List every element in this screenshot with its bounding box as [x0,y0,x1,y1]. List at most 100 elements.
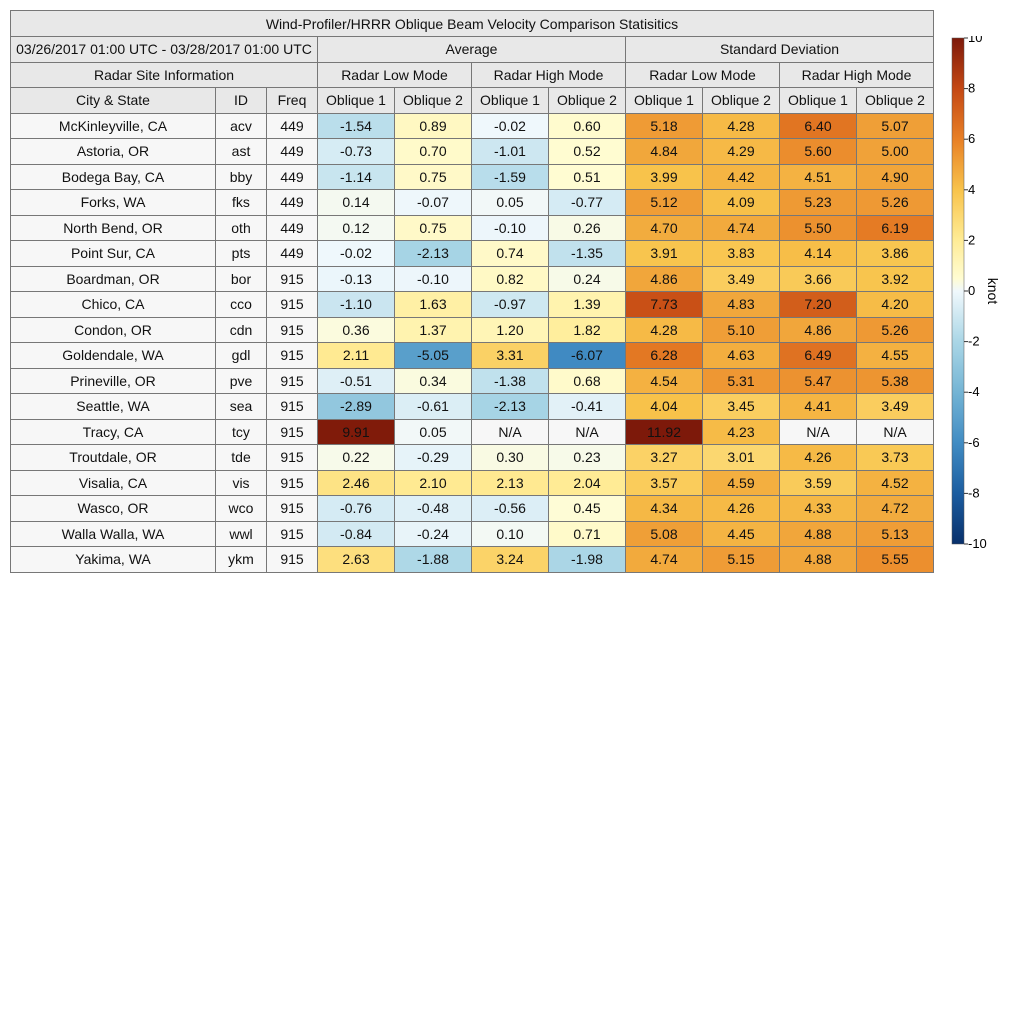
colorbar-tick-label: -4 [968,384,980,399]
statistics-table: Wind-Profiler/HRRR Oblique Beam Velocity… [10,10,934,573]
value-cell: 1.39 [548,291,626,318]
value-cell: 6.49 [779,342,857,369]
value-cell: 4.72 [856,495,934,522]
column-header-freq: Freq [266,87,318,114]
value-cell: 5.12 [625,189,703,216]
value-cell: 6.28 [625,342,703,369]
value-cell: -0.97 [471,291,549,318]
value-cell: 1.82 [548,316,626,343]
value-cell: -1.88 [394,546,472,573]
site-city-cell: Seattle, WA [10,393,216,420]
value-cell: N/A [548,418,626,445]
value-cell: 4.74 [702,214,780,241]
value-cell: -0.02 [471,112,549,139]
site-freq-cell: 915 [266,367,318,394]
colorbar-tick-label: 8 [968,81,975,96]
colorbar: 10 8 6 4 2 0 -2 -4 -6 -8 -10 knot [951,36,1001,551]
value-cell: 4.83 [702,291,780,318]
site-city-cell: McKinleyville, CA [10,112,216,139]
table-row: Forks, WA fks 449 0.14 -0.07 0.05 -0.77 5.12 4.0… [10,189,934,216]
value-cell: 1.63 [394,291,472,318]
site-city-cell: Wasco, OR [10,495,216,522]
value-cell: N/A [856,418,934,445]
table-row: Boardman, OR bor 915 -0.13 -0.10 0.82 0.24 4.86… [10,265,934,292]
mode-header-std-low: Radar Low Mode [625,61,780,88]
column-header-id: ID [215,87,267,114]
site-city-cell: Chico, CA [10,291,216,318]
value-cell: 0.71 [548,520,626,547]
column-header-oblique-2: Oblique 2 [856,87,934,114]
value-cell: -0.10 [394,265,472,292]
value-cell: 3.83 [702,240,780,267]
column-header-oblique-1: Oblique 1 [317,87,395,114]
value-cell: 3.59 [779,469,857,496]
value-cell: 4.88 [779,546,857,573]
value-cell: 11.92 [625,418,703,445]
table-row: McKinleyville, CA acv 449 -1.54 0.89 -0.02 0.6… [10,112,934,139]
mode-header-avg-low: Radar Low Mode [317,61,472,88]
site-city-cell: Condon, OR [10,316,216,343]
value-cell: 4.70 [625,214,703,241]
value-cell: 5.50 [779,214,857,241]
site-id-cell: bby [215,163,267,190]
value-cell: 7.20 [779,291,857,318]
value-cell: 5.10 [702,316,780,343]
value-cell: -2.13 [471,393,549,420]
table-row: Troutdale, OR tde 915 0.22 -0.29 0.30 0.23 3.27… [10,444,934,471]
value-cell: 4.63 [702,342,780,369]
table-row: Point Sur, CA pts 449 -0.02 -2.13 0.74 -1.35 3.… [10,240,934,267]
site-freq-cell: 915 [266,316,318,343]
site-city-cell: Troutdale, OR [10,444,216,471]
site-freq-cell: 449 [266,163,318,190]
value-cell: 4.45 [702,520,780,547]
value-cell: 5.26 [856,189,934,216]
table-row: Visalia, CA vis 915 2.46 2.10 2.13 2.04 3.57 4.5… [10,469,934,496]
value-cell: 5.00 [856,138,934,165]
value-cell: 0.10 [471,520,549,547]
table-row: Condon, OR cdn 915 0.36 1.37 1.20 1.82 4.28 5.10… [10,316,934,343]
site-freq-cell: 915 [266,342,318,369]
value-cell: 4.51 [779,163,857,190]
value-cell: 0.68 [548,367,626,394]
value-cell: 4.29 [702,138,780,165]
value-cell: 5.47 [779,367,857,394]
value-cell: -0.56 [471,495,549,522]
value-cell: 5.18 [625,112,703,139]
site-id-cell: vis [215,469,267,496]
site-id-cell: tde [215,444,267,471]
value-cell: 4.74 [625,546,703,573]
value-cell: 5.08 [625,520,703,547]
value-cell: 4.55 [856,342,934,369]
site-freq-cell: 915 [266,418,318,445]
value-cell: 4.26 [702,495,780,522]
value-cell: 5.26 [856,316,934,343]
value-cell: 3.45 [702,393,780,420]
colorbar-tick-label: 6 [968,131,975,146]
column-header-oblique-1: Oblique 1 [779,87,857,114]
site-freq-cell: 449 [266,214,318,241]
site-id-cell: fks [215,189,267,216]
colorbar-tick-label: 0 [968,283,975,298]
mode-header-avg-high: Radar High Mode [471,61,626,88]
value-cell: 0.34 [394,367,472,394]
value-cell: 4.90 [856,163,934,190]
value-cell: 4.34 [625,495,703,522]
table-row: Walla Walla, WA wwl 915 -0.84 -0.24 0.10 0.71 5… [10,520,934,547]
colorbar-tick-label: -6 [968,435,980,450]
value-cell: 3.31 [471,342,549,369]
value-cell: -1.14 [317,163,395,190]
value-cell: 3.92 [856,265,934,292]
value-cell: 4.23 [702,418,780,445]
value-cell: -1.01 [471,138,549,165]
value-cell: 4.33 [779,495,857,522]
colorbar-tick-label: -2 [968,334,980,349]
value-cell: 4.42 [702,163,780,190]
value-cell: N/A [471,418,549,445]
column-header-oblique-2: Oblique 2 [548,87,626,114]
site-city-cell: North Bend, OR [10,214,216,241]
value-cell: -2.89 [317,393,395,420]
value-cell: 4.84 [625,138,703,165]
value-cell: 3.99 [625,163,703,190]
table-row: Seattle, WA sea 915 -2.89 -0.61 -2.13 -0.41 4.0… [10,393,934,420]
site-city-cell: Bodega Bay, CA [10,163,216,190]
